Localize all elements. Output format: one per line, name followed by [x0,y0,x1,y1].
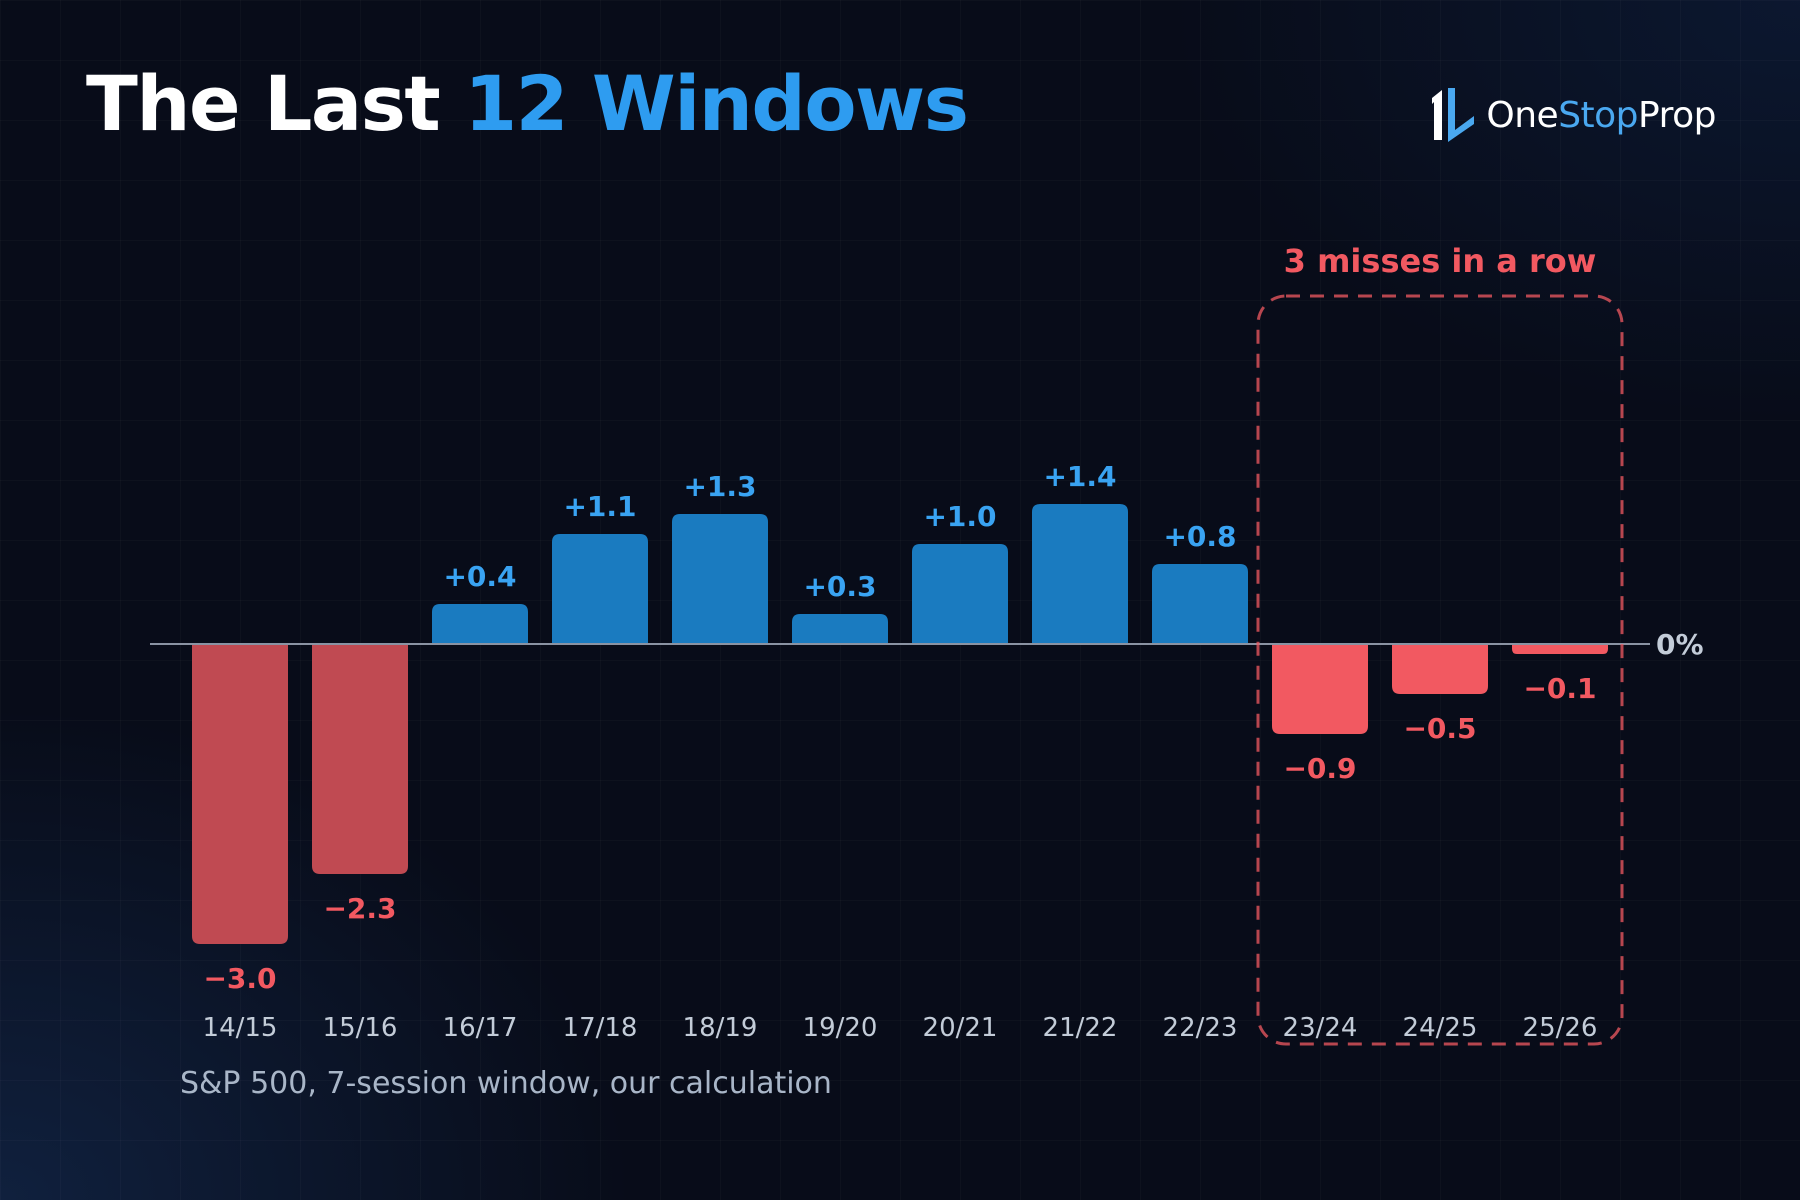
chart-footnote: S&P 500, 7-session window, our calculati… [180,1066,832,1101]
logo-wordmark: OneStopProp [1486,95,1716,136]
bar-23/24 [1272,644,1368,734]
onestopprop-logo-icon [1432,88,1475,142]
x-tick-label-14/15: 14/15 [203,1013,278,1043]
x-tick-label-24/25: 24/25 [1403,1013,1478,1043]
x-tick-label-16/17: 16/17 [443,1013,518,1043]
data-label-18/19: +1.3 [683,470,756,503]
brand-logo: OneStopProp [1428,86,1716,144]
title-part-white: The Last [86,59,441,148]
data-label-17/18: +1.1 [563,490,636,523]
x-tick-label-20/21: 20/21 [923,1013,998,1043]
bar-24/25 [1392,644,1488,694]
x-tick-label-19/20: 19/20 [803,1013,878,1043]
bar-15/16 [312,644,408,874]
bar-22/23 [1152,564,1248,644]
x-tick-label-22/23: 22/23 [1163,1013,1238,1043]
data-label-25/26: −0.1 [1523,672,1596,705]
highlight-box [1256,294,1624,1046]
data-label-20/21: +1.0 [923,500,996,533]
zero-axis-label: 0% [1656,628,1704,661]
page-title: The Last 12 Windows [86,66,969,142]
logo-text-stop: Stop [1558,94,1639,136]
annotation-label: 3 misses in a row [1284,242,1597,280]
x-tick-label-23/24: 23/24 [1283,1013,1358,1043]
x-tick-label-25/26: 25/26 [1523,1013,1598,1043]
bar-16/17 [432,604,528,644]
x-tick-label-17/18: 17/18 [563,1013,638,1043]
x-tick-label-15/16: 15/16 [323,1013,398,1043]
data-label-23/24: −0.9 [1283,752,1356,785]
data-label-16/17: +0.4 [443,560,516,593]
bar-14/15 [192,644,288,944]
bar-17/18 [552,534,648,644]
data-label-22/23: +0.8 [1163,520,1236,553]
bar-21/22 [1032,504,1128,644]
data-label-21/22: +1.4 [1043,460,1116,493]
x-tick-label-18/19: 18/19 [683,1013,758,1043]
data-label-15/16: −2.3 [323,892,396,925]
bar-19/20 [792,614,888,644]
logo-text-prop: Prop [1638,94,1716,136]
bar-18/19 [672,514,768,644]
data-label-24/25: −0.5 [1403,712,1476,745]
title-part-blue: 12 Windows [464,59,969,148]
bar-25/26 [1512,644,1608,654]
x-tick-label-21/22: 21/22 [1043,1013,1118,1043]
data-label-19/20: +0.3 [803,570,876,603]
bar-20/21 [912,544,1008,644]
logo-text-one: One [1486,94,1559,136]
data-label-14/15: −3.0 [203,962,276,995]
